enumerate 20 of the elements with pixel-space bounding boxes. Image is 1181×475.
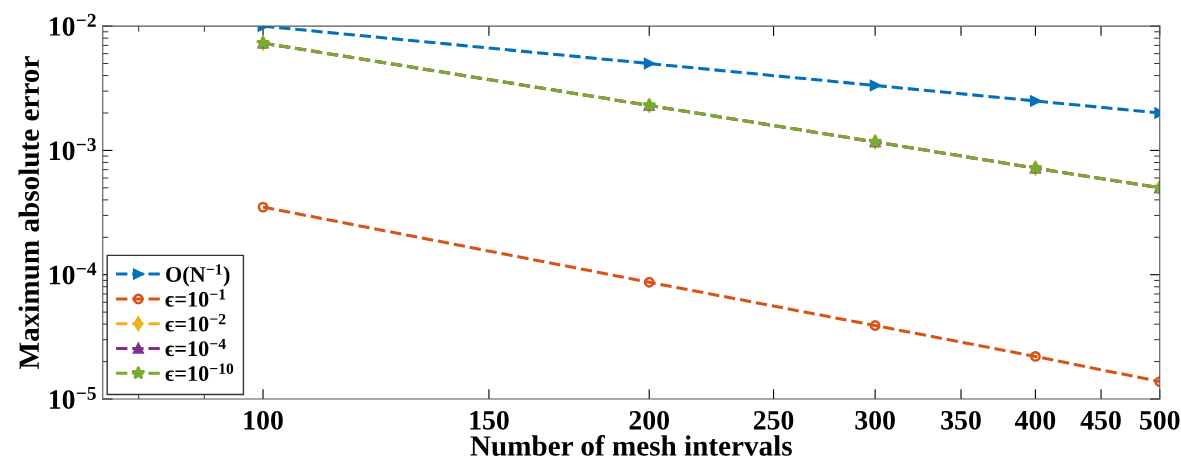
x-axis-title: Number of mesh intervals [470, 435, 792, 456]
x-tick-label: 250 [753, 410, 794, 430]
legend-label: O(N$^{−1}$) [166, 264, 230, 287]
x-tick-label: 350 [941, 410, 981, 430]
x-tick-label: 500 [1140, 410, 1180, 430]
legend-label: ϵ=10$^{−1}$ [165, 289, 226, 307]
x-tick-label: 100 [244, 410, 283, 430]
x-tick-label: 400 [1014, 410, 1056, 430]
y-tick-label: 10$^{−2}$ [49, 13, 96, 36]
y-tick-label: 10$^{−4}$ [49, 262, 97, 285]
y-axis-title: Maximum absolute error [18, 56, 40, 369]
x-tick-label: 300 [855, 410, 895, 430]
legend-label: ϵ=10$^{−10}$ [165, 363, 234, 382]
y-tick-label: 10$^{−5}$ [49, 386, 96, 409]
legend-label: ϵ=10$^{−2}$ [165, 313, 226, 332]
x-tick-label: 200 [629, 410, 669, 430]
y-tick-label: 10$^{−3}$ [49, 138, 96, 161]
x-tick-label: 150 [470, 410, 509, 430]
legend-label: ϵ=10$^{−4}$ [165, 338, 226, 357]
x-tick-label: 450 [1080, 410, 1121, 430]
